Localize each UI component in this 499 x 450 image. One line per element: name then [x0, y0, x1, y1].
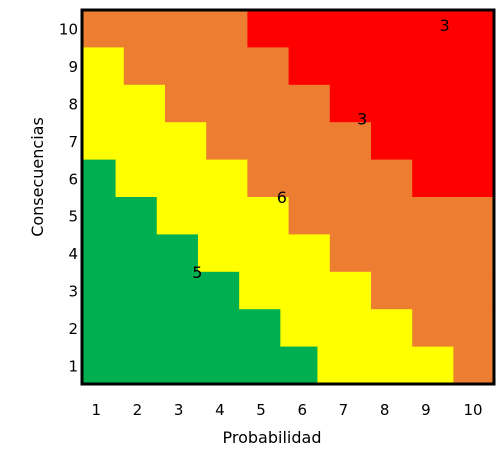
- zone-yellow-row-8: [82, 84, 165, 123]
- zone-yellow-row-9: [82, 47, 124, 86]
- x-tick-10: 10: [463, 401, 482, 419]
- y-tick-8: 8: [68, 96, 78, 114]
- y-tick-2: 2: [68, 320, 78, 338]
- x-tick-1: 1: [91, 401, 101, 419]
- x-tick-2: 2: [133, 401, 143, 419]
- x-tick-8: 8: [380, 401, 390, 419]
- x-axis-label: Probabilidad: [223, 428, 322, 447]
- x-tick-5: 5: [256, 401, 266, 419]
- x-tick-9: 9: [421, 401, 431, 419]
- y-tick-6: 6: [68, 170, 78, 188]
- zone-layer: [82, 10, 495, 385]
- zone-green-row-5: [82, 197, 157, 235]
- y-tick-10: 10: [59, 21, 78, 39]
- y-tick-9: 9: [68, 58, 78, 76]
- x-tick-3: 3: [174, 401, 184, 419]
- x-tick-6: 6: [297, 401, 307, 419]
- y-tick-1: 1: [68, 357, 78, 375]
- zone-green-row-3: [82, 271, 240, 310]
- zone-label-yellow: 6: [277, 188, 287, 207]
- zone-green-row-4: [82, 234, 198, 273]
- x-tick-7: 7: [339, 401, 349, 419]
- y-tick-4: 4: [68, 245, 78, 263]
- zone-label-green: 5: [192, 263, 202, 282]
- zone-green-row-2: [82, 309, 281, 348]
- zone-label-orange: 3: [357, 109, 367, 128]
- zone-label-red: 3: [439, 16, 449, 35]
- zone-yellow-row-7: [82, 122, 207, 161]
- x-tick-labels: 1 2 3 4 5 6 7 8 9 10: [91, 401, 482, 419]
- zone-labels: 5 6 3 3: [192, 16, 449, 282]
- y-axis-label: Consecuencias: [28, 117, 47, 237]
- x-tick-4: 4: [215, 401, 225, 419]
- zone-green-row-1: [82, 346, 318, 385]
- plot-frame: [80, 8, 496, 386]
- y-tick-labels: 1 2 3 4 5 6 7 8 9 10: [59, 21, 78, 376]
- zone-orange-row-10: [82, 10, 248, 48]
- y-tick-5: 5: [68, 208, 78, 226]
- zone-green-row-6: [82, 159, 116, 198]
- y-tick-3: 3: [68, 283, 78, 301]
- y-tick-7: 7: [68, 133, 78, 151]
